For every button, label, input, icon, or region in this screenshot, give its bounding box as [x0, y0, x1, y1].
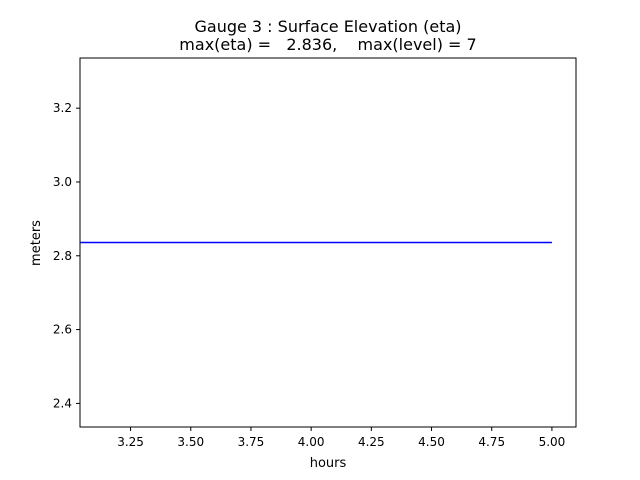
chart-subtitle: max(eta) = 2.836, max(level) = 7 — [179, 35, 476, 54]
y-tick-label: 2.8 — [53, 249, 72, 263]
plot-frame — [79, 57, 577, 428]
y-tick-label: 3.0 — [53, 175, 72, 189]
chart-title: Gauge 3 : Surface Elevation (eta) — [194, 17, 461, 36]
x-axis-label: hours — [310, 456, 347, 471]
x-tick-label: 4.00 — [298, 435, 325, 449]
x-axis-ticks: 3.25 3.50 3.75 4.00 4.25 4.50 4.75 5.00 — [117, 427, 565, 449]
x-tick-label: 3.25 — [117, 435, 144, 449]
y-tick-label: 3.2 — [53, 101, 72, 115]
y-axis-ticks: 2.4 2.6 2.8 3.0 3.2 — [53, 101, 80, 410]
x-tick-label: 3.75 — [238, 435, 265, 449]
y-tick-label: 2.4 — [53, 396, 72, 410]
y-tick-label: 2.6 — [53, 323, 72, 337]
y-axis-label: meters — [29, 220, 44, 266]
x-tick-label: 4.50 — [418, 435, 445, 449]
x-tick-label: 4.25 — [358, 435, 385, 449]
x-tick-label: 4.75 — [478, 435, 505, 449]
x-tick-label: 5.00 — [539, 435, 566, 449]
x-tick-label: 3.50 — [177, 435, 204, 449]
